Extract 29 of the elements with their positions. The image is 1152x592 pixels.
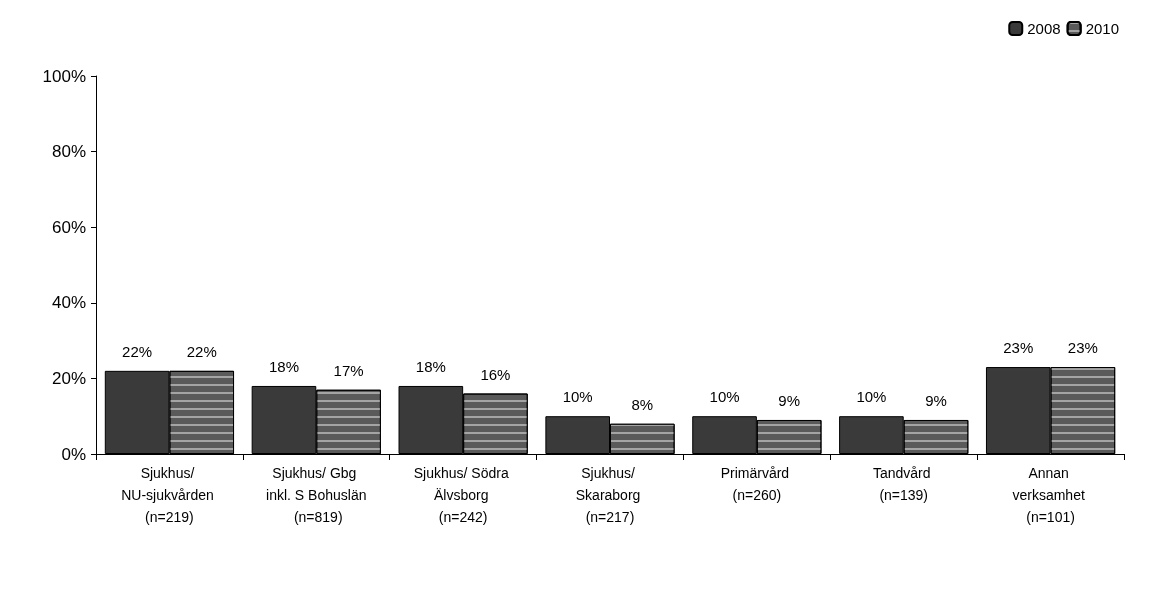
data-label: 16% [480, 365, 511, 383]
data-label: 22% [122, 342, 153, 360]
data-label: 18% [268, 357, 299, 375]
y-tick-label: 0% [61, 444, 86, 464]
x-tick-label: Sjukhus/ NU-sjukvården (n=219) [121, 465, 218, 525]
y-tick-label: 100% [42, 66, 86, 86]
data-label: 8% [631, 395, 654, 413]
x-tick-label: Primärvård (n=260) [720, 465, 794, 503]
y-tick-label: 80% [51, 142, 86, 162]
x-tick-label: Annan verksamhet (n=101) [1012, 465, 1089, 525]
y-tick-label: 20% [51, 368, 86, 388]
data-label: 10% [562, 388, 593, 406]
data-label: 17% [333, 361, 364, 379]
data-label: 23% [1067, 339, 1098, 357]
x-tick-label: Sjukhus/ Södra Älvsborg (n=242) [413, 465, 513, 525]
legend-label: 2010 [1085, 20, 1120, 37]
data-label: 9% [925, 391, 947, 409]
y-tick-label: 60% [51, 217, 86, 237]
data-label: 9% [778, 391, 801, 409]
x-tick-label: Sjukhus/ Skaraborg (n=217) [575, 465, 645, 525]
data-label: 22% [186, 342, 217, 360]
data-label: 18% [415, 357, 446, 375]
data-label: 23% [1003, 339, 1034, 357]
x-tick-label: Sjukhus/ Gbg inkl. S Bohuslän (n=819) [266, 465, 367, 525]
y-tick-label: 40% [51, 293, 86, 313]
x-tick-label: Tandvård (n=139) [872, 465, 935, 503]
data-label: 10% [856, 388, 887, 406]
legend-label: 2008 [1027, 20, 1061, 37]
data-label: 10% [709, 388, 740, 406]
